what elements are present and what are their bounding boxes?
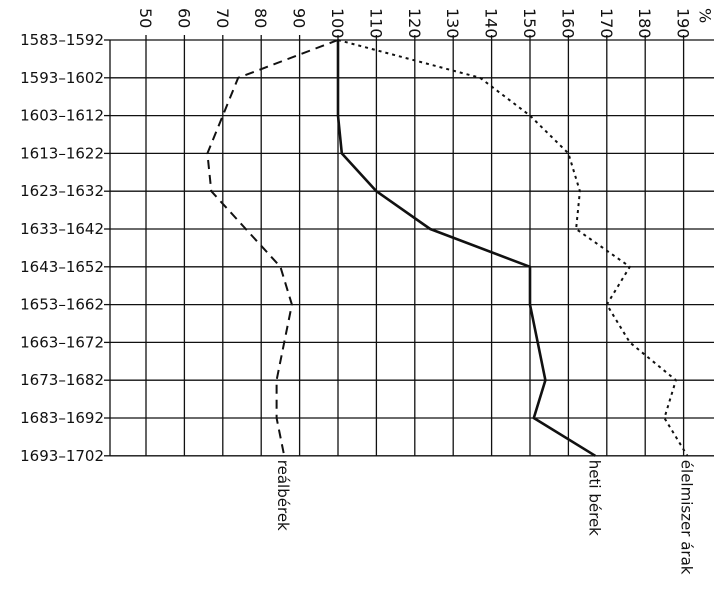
- value-tick-label: 170: [597, 8, 616, 39]
- value-tick-label: 50: [136, 8, 155, 28]
- value-tick-label: 110: [366, 8, 385, 39]
- value-tick-label: 140: [482, 8, 501, 39]
- period-label: 1633–1642: [20, 220, 104, 238]
- period-label: 1673–1682: [20, 371, 104, 389]
- series-line-2: [336, 40, 596, 457]
- period-label: 1593–1602: [20, 69, 104, 87]
- value-tick-label: 80: [251, 8, 270, 28]
- period-label: 1663–1672: [20, 333, 104, 351]
- series-label-1: reálbérek: [274, 460, 292, 531]
- period-label: 1613–1622: [20, 144, 104, 162]
- unit-label: %: [696, 8, 715, 23]
- series-label-2: heti bérek: [585, 460, 603, 536]
- period-label: 1643–1652: [20, 258, 104, 276]
- value-tick-label: 180: [635, 8, 654, 39]
- period-label: 1653–1662: [20, 296, 104, 314]
- series-lines: [206, 39, 689, 457]
- value-tick-label: 120: [405, 8, 424, 39]
- period-label: 1693–1702: [20, 447, 104, 465]
- period-label: 1603–1612: [20, 107, 104, 125]
- period-label: 1683–1692: [20, 409, 104, 427]
- value-tick-label: 90: [290, 8, 309, 28]
- series-label-3: élelmiszer árak: [677, 460, 695, 575]
- grid: [104, 35, 714, 457]
- period-label: 1623–1632: [20, 182, 104, 200]
- period-label: 1583–1592: [20, 31, 104, 49]
- value-tick-label: 160: [558, 8, 577, 39]
- value-tick-label: 130: [443, 8, 462, 39]
- value-tick-label: 100: [328, 8, 347, 39]
- series-line-1: [206, 39, 339, 456]
- value-tick-label: 60: [174, 8, 193, 28]
- value-tick-label: 70: [213, 8, 232, 28]
- value-tick-label: 190: [674, 8, 693, 39]
- series-labels: reálbérek heti bérek élelmiszer árak: [274, 460, 695, 575]
- value-tick-label: 150: [520, 8, 539, 39]
- series-line-3: [337, 39, 689, 457]
- axis-labels: 1583–1592 1593–1602 1603–1612 1613–1622 1623…: [20, 8, 714, 465]
